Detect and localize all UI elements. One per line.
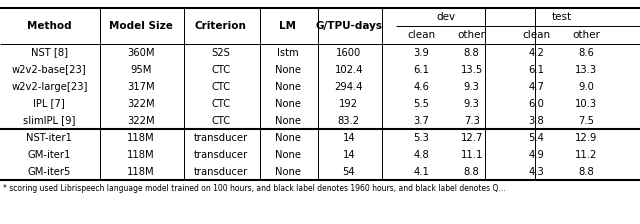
Text: 118M: 118M [127, 133, 155, 142]
Text: 322M: 322M [127, 99, 155, 109]
Text: Model Size: Model Size [109, 21, 173, 31]
Text: 5.3: 5.3 [413, 133, 429, 142]
Text: None: None [275, 116, 301, 126]
Text: transducer: transducer [194, 133, 248, 142]
Text: 294.4: 294.4 [335, 82, 363, 92]
Text: CTC: CTC [211, 65, 230, 75]
Text: S2S: S2S [211, 47, 230, 58]
Text: slimIPL [9]: slimIPL [9] [23, 116, 76, 126]
Text: 4.3: 4.3 [529, 167, 544, 177]
Text: 3.8: 3.8 [529, 116, 544, 126]
Text: 12.9: 12.9 [575, 133, 597, 142]
Text: 8.8: 8.8 [464, 167, 479, 177]
Text: None: None [275, 167, 301, 177]
Text: CTC: CTC [211, 99, 230, 109]
Text: 322M: 322M [127, 116, 155, 126]
Text: 317M: 317M [127, 82, 155, 92]
Text: 83.2: 83.2 [338, 116, 360, 126]
Text: 13.3: 13.3 [575, 65, 597, 75]
Text: 4.7: 4.7 [529, 82, 544, 92]
Text: None: None [275, 82, 301, 92]
Text: 8.8: 8.8 [579, 167, 594, 177]
Text: 102.4: 102.4 [335, 65, 363, 75]
Text: 3.7: 3.7 [413, 116, 429, 126]
Text: 3.9: 3.9 [413, 47, 429, 58]
Text: NST-iter1: NST-iter1 [26, 133, 72, 142]
Text: lstm: lstm [277, 47, 299, 58]
Text: GM-iter5: GM-iter5 [28, 167, 71, 177]
Text: GM-iter1: GM-iter1 [28, 150, 71, 159]
Text: 118M: 118M [127, 167, 155, 177]
Text: None: None [275, 133, 301, 142]
Text: Criterion: Criterion [195, 21, 247, 31]
Text: 8.6: 8.6 [579, 47, 594, 58]
Text: 4.9: 4.9 [529, 150, 544, 159]
Text: 1600: 1600 [336, 47, 362, 58]
Text: 14: 14 [342, 133, 355, 142]
Text: 9.0: 9.0 [579, 82, 594, 92]
Text: 192: 192 [339, 99, 358, 109]
Text: w2v2-base[23]: w2v2-base[23] [12, 65, 86, 75]
Text: transducer: transducer [194, 150, 248, 159]
Text: LM: LM [280, 21, 296, 31]
Text: other: other [572, 30, 600, 40]
Text: None: None [275, 65, 301, 75]
Text: G/TPU-days: G/TPU-days [316, 21, 382, 31]
Text: 360M: 360M [127, 47, 154, 58]
Text: 6.0: 6.0 [529, 99, 544, 109]
Text: 7.5: 7.5 [579, 116, 595, 126]
Text: 9.3: 9.3 [464, 82, 479, 92]
Text: w2v2-large[23]: w2v2-large[23] [11, 82, 88, 92]
Text: 11.1: 11.1 [461, 150, 483, 159]
Text: 6.1: 6.1 [528, 65, 544, 75]
Text: 6.1: 6.1 [413, 65, 429, 75]
Text: 4.8: 4.8 [413, 150, 429, 159]
Text: 10.3: 10.3 [575, 99, 597, 109]
Text: 12.7: 12.7 [461, 133, 483, 142]
Text: 95M: 95M [130, 65, 152, 75]
Text: transducer: transducer [194, 167, 248, 177]
Text: 7.3: 7.3 [464, 116, 479, 126]
Text: clean: clean [522, 30, 550, 40]
Text: CTC: CTC [211, 116, 230, 126]
Text: None: None [275, 150, 301, 159]
Text: dev: dev [436, 12, 456, 22]
Text: Method: Method [27, 21, 72, 31]
Text: 54: 54 [342, 167, 355, 177]
Text: 8.8: 8.8 [464, 47, 479, 58]
Text: 4.6: 4.6 [413, 82, 429, 92]
Text: IPL [7]: IPL [7] [33, 99, 65, 109]
Text: 9.3: 9.3 [464, 99, 479, 109]
Text: 4.2: 4.2 [529, 47, 544, 58]
Text: 11.2: 11.2 [575, 150, 597, 159]
Text: 4.1: 4.1 [413, 167, 429, 177]
Text: test: test [551, 12, 572, 22]
Text: * scoring used Librispeech language model trained on 100 hours, and black label : * scoring used Librispeech language mode… [3, 183, 506, 193]
Text: CTC: CTC [211, 82, 230, 92]
Text: clean: clean [407, 30, 435, 40]
Text: 5.4: 5.4 [529, 133, 544, 142]
Text: None: None [275, 99, 301, 109]
Text: 118M: 118M [127, 150, 155, 159]
Text: 14: 14 [342, 150, 355, 159]
Text: 5.5: 5.5 [413, 99, 429, 109]
Text: 13.5: 13.5 [461, 65, 483, 75]
Text: other: other [458, 30, 486, 40]
Text: NST [8]: NST [8] [31, 47, 68, 58]
